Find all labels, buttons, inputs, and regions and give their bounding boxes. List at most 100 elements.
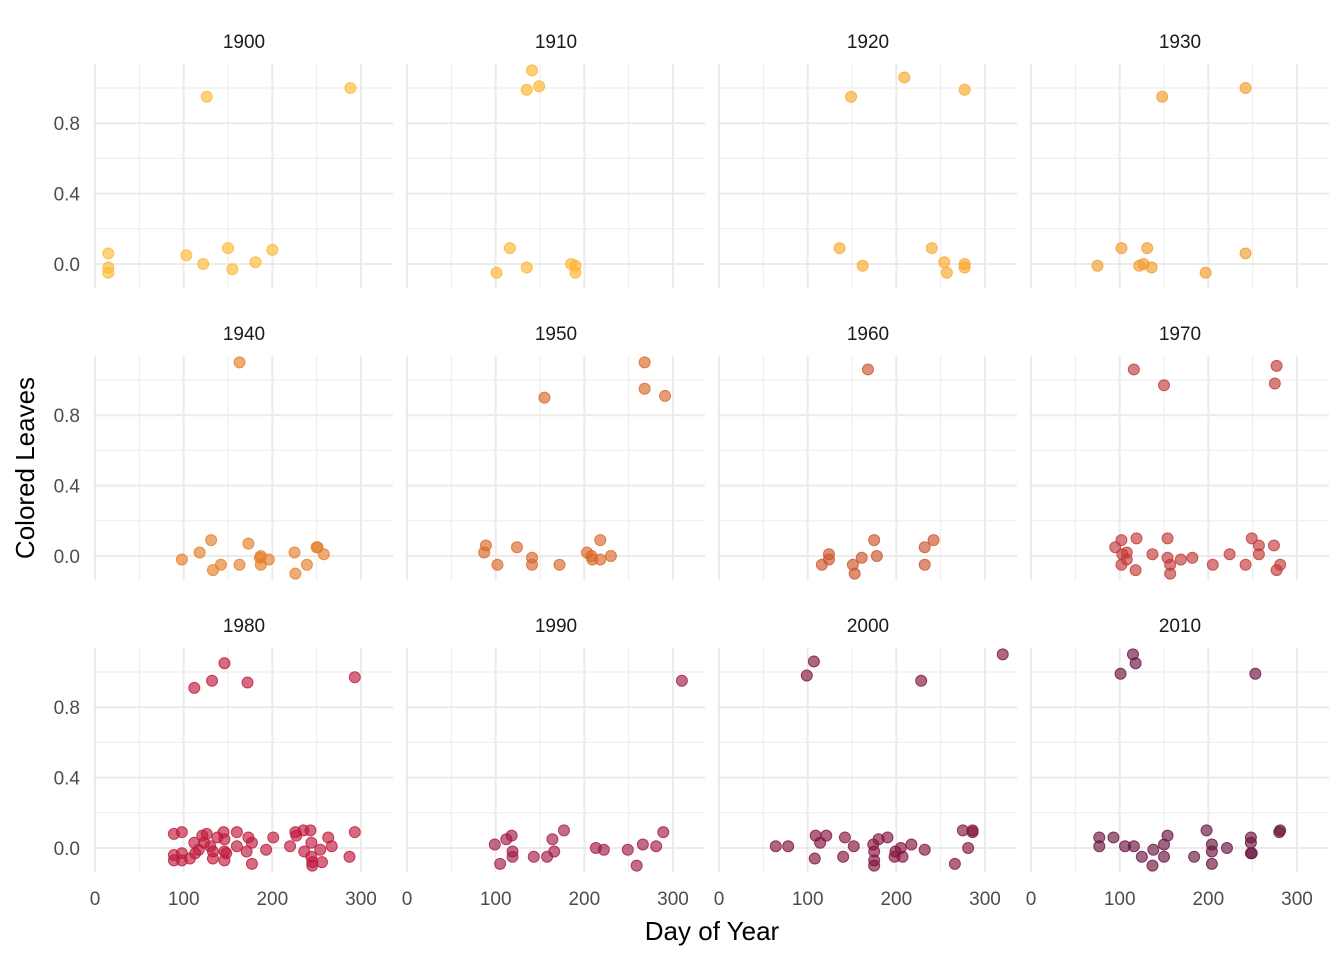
data-point: [505, 829, 518, 842]
data-point: [1270, 564, 1283, 577]
data-point: [1145, 261, 1158, 274]
data-point: [845, 90, 858, 103]
data-point: [1129, 564, 1142, 577]
data-point: [503, 242, 516, 255]
data-point: [675, 674, 688, 687]
data-point: [260, 843, 273, 856]
data-point: [315, 856, 328, 869]
data-point: [314, 843, 327, 856]
y-tick-label: 0.0: [54, 839, 80, 860]
data-point: [1115, 558, 1128, 571]
data-point: [266, 243, 279, 256]
data-point: [958, 83, 971, 96]
data-point: [1174, 553, 1187, 566]
data-point: [180, 249, 193, 262]
data-point: [638, 382, 651, 395]
x-tick-label: 0: [714, 889, 725, 910]
data-point: [1205, 845, 1218, 858]
data-point: [915, 674, 928, 687]
x-tick-label: 300: [345, 889, 377, 910]
data-point: [1239, 247, 1252, 260]
data-point: [1205, 857, 1218, 870]
data-point: [289, 567, 302, 580]
data-point: [494, 857, 507, 870]
data-point: [1273, 826, 1286, 839]
data-point: [526, 64, 539, 77]
data-point: [861, 363, 874, 376]
facet-strip-label: 1980: [223, 616, 265, 637]
x-tick-label: 200: [256, 889, 288, 910]
data-point: [304, 824, 317, 837]
x-tick-label: 0: [402, 889, 413, 910]
data-point: [1223, 548, 1236, 561]
facet-panel-1980: 1980 0.0 0.4 0.8 0 100 200 300: [54, 616, 393, 910]
data-point: [657, 826, 670, 839]
x-tick-label: 300: [657, 889, 689, 910]
data-point: [837, 850, 850, 863]
data-point: [245, 857, 258, 870]
data-point: [1161, 829, 1174, 842]
facet-panel-1910: 1910: [405, 32, 705, 288]
data-point: [604, 550, 617, 562]
data-point: [1107, 831, 1120, 844]
data-point: [490, 266, 503, 279]
data-point: [856, 259, 869, 272]
data-point: [822, 553, 835, 566]
data-point: [918, 558, 931, 571]
data-point: [288, 546, 301, 559]
data-point: [1186, 551, 1199, 564]
data-point: [102, 247, 115, 260]
data-point: [240, 845, 253, 858]
data-point: [594, 553, 607, 566]
x-tick-label: 100: [480, 889, 512, 910]
data-point: [226, 263, 239, 276]
y-tick-label: 0.4: [54, 769, 81, 790]
data-point: [870, 550, 883, 562]
data-point: [548, 845, 561, 858]
data-point: [218, 833, 231, 846]
facet-strip-label: 1900: [223, 32, 265, 53]
data-point: [538, 391, 551, 404]
x-tick-label: 200: [568, 889, 600, 910]
x-tick-label: 0: [1026, 889, 1037, 910]
facet-panel-1990: 1990 0 100 200 300: [402, 616, 705, 910]
data-point: [218, 657, 231, 670]
facet-panel-2000: 2000 0 100 200 300: [714, 616, 1017, 910]
y-axis-title: Colored Leaves: [10, 377, 40, 559]
data-point: [1200, 824, 1213, 837]
facet-panel-2010: 2010 0 100 200 300: [1026, 616, 1329, 910]
data-point: [966, 824, 979, 837]
data-point: [1199, 266, 1212, 279]
data-point: [1130, 532, 1143, 545]
data-point: [193, 546, 206, 559]
data-point: [938, 256, 951, 269]
data-point: [222, 242, 235, 255]
data-point: [527, 850, 540, 863]
data-point: [1146, 548, 1159, 561]
data-point: [868, 859, 881, 872]
data-point: [927, 534, 940, 547]
data-point: [925, 242, 938, 255]
data-point: [1244, 836, 1257, 849]
data-point: [175, 553, 188, 566]
data-point: [636, 838, 649, 851]
data-point: [546, 833, 559, 846]
data-point: [1115, 534, 1128, 547]
data-point: [206, 674, 219, 687]
data-point: [958, 261, 971, 274]
data-point: [188, 681, 201, 694]
facet-panel-1900: 1900 0.0 0.4 0.8: [54, 32, 393, 288]
data-point: [1115, 242, 1128, 255]
data-point: [491, 558, 504, 571]
data-point: [1270, 359, 1283, 372]
data-point: [1156, 90, 1169, 103]
data-point: [1249, 667, 1262, 680]
data-point: [769, 840, 782, 853]
data-point: [488, 838, 501, 851]
facet-panel-1970: 1970: [1029, 324, 1329, 580]
x-tick-label: 300: [1281, 889, 1313, 910]
data-point: [820, 829, 833, 842]
data-point: [1135, 850, 1148, 863]
data-point: [1206, 558, 1219, 571]
